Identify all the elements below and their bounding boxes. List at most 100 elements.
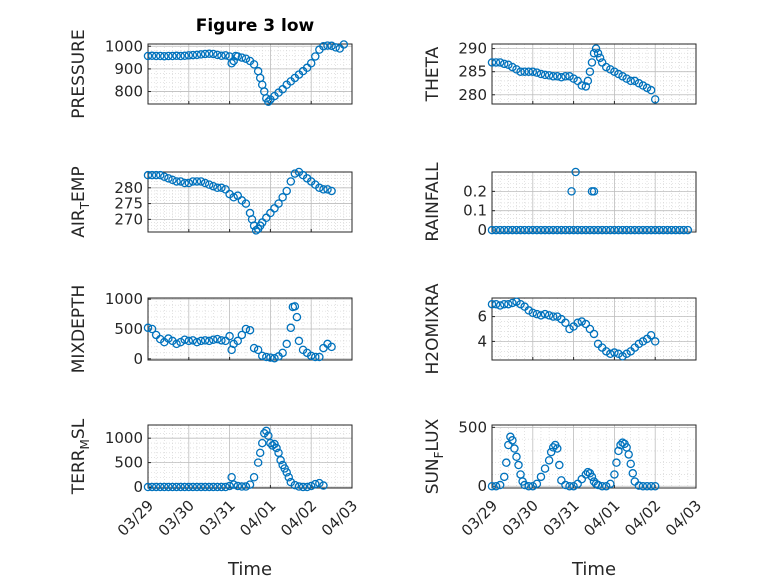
- data-point: [176, 337, 185, 347]
- data-point: [638, 481, 648, 491]
- data-point: [634, 481, 644, 490]
- data-point: [569, 481, 578, 491]
- data-point: [540, 309, 550, 319]
- data-point: [528, 67, 538, 76]
- data-point: [294, 336, 304, 346]
- data-point: [272, 443, 281, 453]
- data-point: [630, 76, 640, 86]
- data-point: [180, 178, 189, 188]
- data-point: [147, 482, 157, 492]
- data-point: [192, 482, 202, 492]
- data-point: [679, 225, 689, 235]
- data-point: [532, 309, 542, 319]
- data-point: [577, 225, 587, 235]
- data-point: [634, 225, 644, 235]
- data-point: [502, 458, 511, 467]
- data-point: [499, 472, 509, 482]
- y-axis-label: SUNFLUX: [423, 418, 446, 494]
- y-tick-label: 500: [114, 454, 143, 472]
- data-point: [573, 225, 582, 235]
- data-point: [168, 51, 177, 61]
- data-point: [196, 177, 206, 186]
- data-point: [495, 225, 505, 235]
- data-point: [516, 67, 525, 76]
- data-point: [327, 41, 336, 51]
- data-point: [143, 51, 153, 61]
- data-point: [168, 175, 177, 185]
- y-tick-label: 1000: [105, 429, 143, 447]
- y-tick-label: 290: [458, 40, 487, 58]
- data-point: [532, 225, 542, 235]
- data-point: [499, 299, 509, 309]
- data-point: [188, 336, 198, 345]
- data-point: [151, 170, 161, 180]
- data-point: [311, 52, 320, 61]
- data-point: [544, 456, 554, 465]
- data-point: [626, 225, 635, 235]
- data-point: [585, 225, 595, 235]
- data-point: [209, 482, 218, 492]
- data-point: [587, 472, 597, 482]
- data-point: [491, 481, 501, 491]
- data-point: [540, 225, 550, 235]
- data-point: [610, 470, 619, 479]
- data-point: [491, 225, 501, 235]
- data-point: [528, 481, 538, 491]
- data-point: [151, 482, 161, 492]
- data-point: [675, 225, 684, 235]
- data-point: [610, 67, 619, 76]
- data-point: [200, 49, 210, 59]
- data-point: [544, 225, 554, 235]
- data-point: [606, 65, 615, 74]
- data-point: [638, 225, 648, 235]
- data-point: [540, 70, 550, 80]
- data-point: [561, 225, 570, 235]
- y-axis-label-part: LUX: [423, 418, 443, 451]
- y-axis-label: MIXDEPTH: [69, 285, 89, 374]
- data-point: [294, 482, 304, 491]
- data-point: [176, 177, 185, 186]
- data-point: [528, 308, 538, 318]
- data-point: [622, 74, 631, 83]
- data-point: [650, 337, 660, 346]
- y-tick-label: 1000: [105, 290, 143, 308]
- data-point: [610, 225, 619, 235]
- data-point: [172, 482, 181, 492]
- data-point: [298, 482, 308, 492]
- data-point: [504, 299, 513, 309]
- data-point: [217, 482, 226, 492]
- data-point: [618, 225, 627, 235]
- data-point: [257, 438, 267, 448]
- data-point: [306, 58, 316, 68]
- data-point: [585, 324, 595, 334]
- data-point: [487, 481, 497, 491]
- data-point: [278, 348, 287, 358]
- y-axis-label-subscript: T: [78, 201, 92, 210]
- data-point: [589, 329, 599, 339]
- subplot-5: 0 500 1000 MIXDEPTH: [69, 285, 353, 374]
- data-point: [180, 482, 189, 492]
- data-point: [622, 225, 631, 235]
- subplot-6: 4 6 H2OMIXRA: [423, 283, 697, 375]
- plot-area: [148, 425, 352, 488]
- data-point: [229, 193, 238, 202]
- data-point: [147, 51, 157, 61]
- y-tick-label: 0: [477, 477, 487, 495]
- data-point: [548, 72, 558, 81]
- data-point: [323, 185, 332, 194]
- y-axis-label: PRESSURE: [69, 29, 89, 118]
- y-tick-label: 4: [477, 332, 487, 350]
- data-point: [306, 481, 316, 491]
- data-point: [514, 460, 523, 470]
- y-tick-label: 0: [133, 478, 143, 496]
- data-point: [172, 51, 181, 61]
- data-point: [655, 225, 664, 235]
- subplot-1: 800 900 1000 PRESSURE: [69, 29, 353, 119]
- data-point: [315, 183, 324, 193]
- data-point: [487, 225, 497, 235]
- data-point: [487, 299, 497, 309]
- data-point: [532, 479, 542, 489]
- data-point: [176, 51, 185, 61]
- data-point: [557, 72, 566, 82]
- x-axis-label-right: Time: [571, 559, 616, 580]
